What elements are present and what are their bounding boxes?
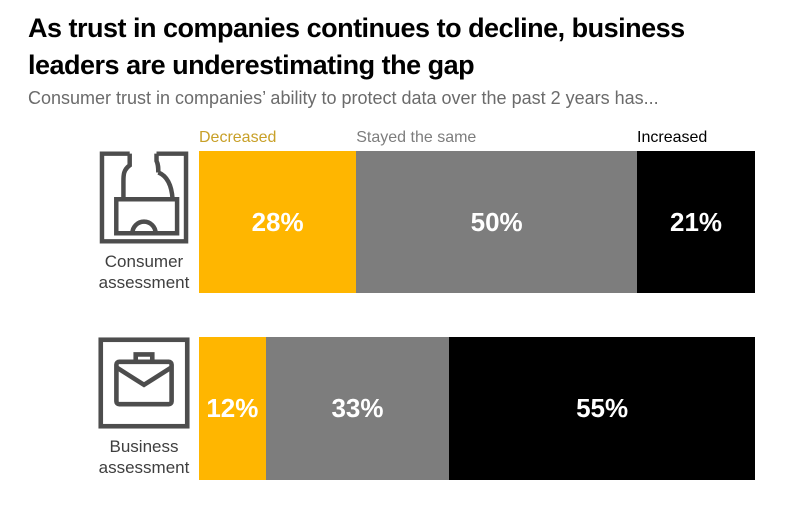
consumer-row-header: Consumer assessment <box>0 151 199 293</box>
consumer-icon <box>99 151 189 244</box>
stacked-bar-chart: Decreased Stayed the same Increased Consum… <box>0 128 755 480</box>
legend-label-decreased: Decreased <box>199 129 277 146</box>
category-label-consumer: Consumer assessment <box>99 251 190 293</box>
category-label-business-line-2: assessment <box>98 458 190 477</box>
segment-value-label: 50% <box>470 206 523 237</box>
segment-value-label: 55% <box>576 393 629 423</box>
chart-row-consumer: Consumer assessment 28% 50% 21% <box>0 151 755 293</box>
category-label-consumer-line-1: Consumer <box>104 252 184 271</box>
chart-subtitle: Consumer trust in companies’ ability to … <box>28 88 659 108</box>
segment-value-label: 33% <box>331 393 384 423</box>
bar-segment-increased-business-assessment: 55% <box>449 337 755 480</box>
chart-row-business: Business assessment 12% 33% 55% <box>0 337 755 480</box>
legend-label-stayed-the-same: Stayed the same <box>356 129 477 146</box>
chart-title: As trust in companies continues to decli… <box>28 10 685 84</box>
bar-segment-stayed-the-same-consumer-assessment: 50% <box>356 151 638 293</box>
business-assessment-bar: 12% 33% 55% <box>199 337 755 480</box>
bar-segment-stayed-the-same-business-assessment: 33% <box>265 337 450 480</box>
segment-value-label: 12% <box>206 393 259 423</box>
category-label-business-line-1: Business <box>109 437 179 456</box>
bar-segment-decreased-consumer-assessment: 28% <box>199 151 357 293</box>
chart-legend: Decreased Stayed the same Increased <box>199 128 755 151</box>
chart-title-line-2: leaders are underestimating the gap <box>28 50 475 80</box>
category-label-business: Business assessment <box>99 436 190 478</box>
segment-value-label: 28% <box>251 206 304 237</box>
category-label-consumer-line-2: assessment <box>98 273 190 292</box>
legend-label-increased: Increased <box>637 129 708 146</box>
chart-title-line-1: As trust in companies continues to decli… <box>28 13 685 43</box>
bar-segment-increased-consumer-assessment: 21% <box>637 151 755 293</box>
business-icon <box>98 337 190 429</box>
segment-value-label: 21% <box>670 206 723 237</box>
consumer-assessment-bar: 28% 50% 21% <box>199 151 755 293</box>
business-row-header: Business assessment <box>0 337 199 480</box>
bar-segment-decreased-business-assessment: 12% <box>199 337 266 480</box>
